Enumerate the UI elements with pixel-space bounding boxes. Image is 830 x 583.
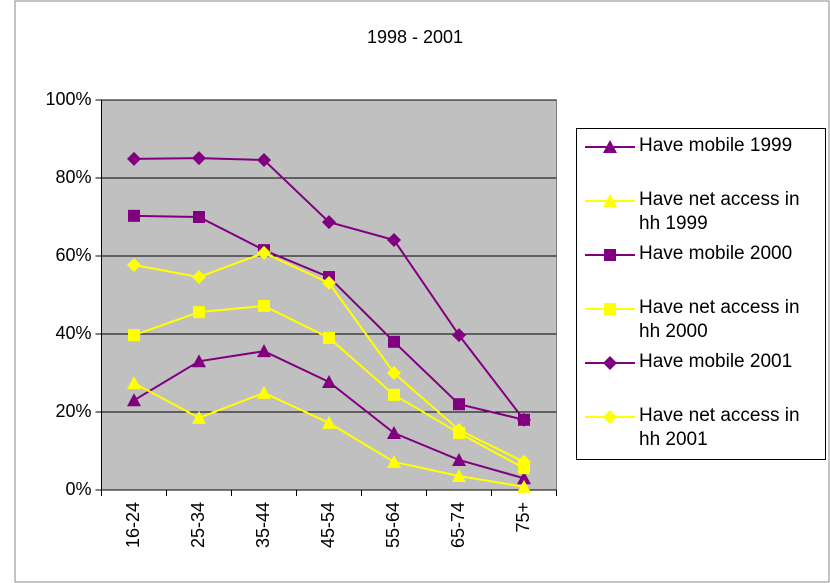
data-point — [192, 354, 206, 368]
x-tick-label: 35-44 — [253, 502, 273, 548]
chart-frame — [14, 0, 830, 583]
series — [127, 344, 531, 485]
data-point — [452, 452, 466, 466]
data-point — [193, 211, 205, 223]
legend-item: Have net access in hh 2001 — [583, 405, 825, 452]
legend-marker — [603, 356, 617, 370]
data-point — [453, 398, 465, 411]
x-tick-label: 45-54 — [318, 502, 338, 548]
data-point — [517, 412, 531, 427]
data-point — [322, 374, 336, 388]
series — [127, 245, 531, 469]
legend-marker — [603, 140, 617, 153]
data-point — [387, 366, 401, 380]
data-point — [452, 422, 466, 437]
legend-item: Have mobile 1999 — [583, 135, 825, 158]
data-point — [192, 410, 206, 424]
x-tick-label: 16-24 — [123, 502, 143, 548]
legend-item: Have net access in hh 2000 — [583, 297, 825, 344]
data-point — [517, 471, 531, 485]
data-point — [388, 335, 400, 348]
legend-label: Have net access in hh 2001 — [639, 405, 800, 450]
data-point — [322, 215, 336, 230]
data-point — [387, 454, 401, 468]
y-tick-label: 60% — [55, 245, 91, 265]
x-tick-label: 75+ — [513, 502, 533, 533]
legend-swatch — [585, 140, 635, 153]
x-tick-label: 55-64 — [383, 502, 403, 548]
legend-label: Have mobile 2001 — [639, 351, 793, 372]
legend: Have mobile 1999 Have net access in hh 19… — [576, 128, 826, 460]
legend-item: Have net access in hh 1999 — [583, 189, 825, 236]
data-point — [387, 426, 401, 440]
data-point — [128, 329, 140, 342]
y-tick-label: 0% — [65, 479, 91, 499]
legend-swatch — [585, 249, 635, 261]
data-point — [257, 245, 271, 260]
data-point — [387, 233, 401, 248]
legend-swatch — [585, 303, 635, 315]
legend-label: Have mobile 1999 — [639, 135, 793, 156]
x-tick-label: 65-74 — [448, 502, 468, 548]
data-point — [517, 479, 531, 493]
data-point — [192, 151, 206, 166]
legend-marker — [603, 194, 617, 207]
legend-marker — [604, 303, 616, 315]
data-point — [257, 344, 271, 358]
chart-title: 1998 - 2001 — [367, 27, 463, 47]
data-point — [193, 306, 205, 319]
data-point — [192, 270, 206, 285]
data-point — [257, 385, 271, 399]
data-point — [127, 151, 141, 166]
legend-marker — [604, 249, 616, 261]
legend-swatch — [585, 410, 635, 424]
data-point — [258, 299, 270, 312]
legend-label: Have mobile 2000 — [639, 243, 793, 264]
legend-swatch — [585, 356, 635, 370]
legend-label: Have net access in hh 2000 — [639, 297, 800, 342]
y-tick-label: 20% — [55, 401, 91, 421]
data-point — [517, 454, 531, 469]
y-tick-label: 80% — [55, 167, 91, 187]
data-point — [127, 393, 141, 407]
data-point — [127, 376, 141, 390]
legend-label: Have net access in hh 1999 — [639, 189, 800, 234]
data-point — [127, 257, 141, 272]
legend-item: Have mobile 2001 — [583, 351, 825, 374]
data-point — [452, 328, 466, 343]
data-point — [452, 468, 466, 482]
legend-marker — [603, 410, 617, 424]
series — [127, 151, 531, 427]
data-point — [128, 209, 140, 222]
legend-swatch — [585, 194, 635, 207]
y-tick-label: 100% — [45, 89, 91, 109]
data-point — [322, 275, 336, 290]
y-tick-label: 40% — [55, 323, 91, 343]
x-tick-label: 25-34 — [188, 502, 208, 548]
series — [127, 376, 531, 493]
data-point — [323, 331, 335, 344]
data-point — [257, 153, 271, 168]
legend-item: Have mobile 2000 — [583, 243, 825, 266]
data-point — [388, 388, 400, 401]
data-point — [322, 415, 336, 429]
